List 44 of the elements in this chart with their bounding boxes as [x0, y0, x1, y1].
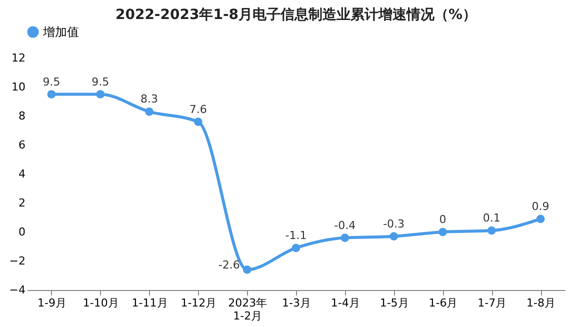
legend-label: 增加值	[42, 25, 79, 39]
y-tick-label: −2	[9, 254, 26, 268]
data-label: 9.5	[42, 75, 60, 88]
y-tick-label: 4	[18, 168, 26, 180]
point	[390, 232, 398, 241]
x-tick-label: 1-12月	[180, 296, 217, 310]
data-label: -0.3	[383, 217, 405, 230]
point	[47, 90, 56, 98]
y-tick-label: 6	[18, 138, 26, 152]
point	[340, 234, 350, 242]
data-label: -2.6	[218, 258, 240, 272]
x-tick-label: 1-6月	[428, 296, 458, 310]
point	[292, 244, 300, 252]
x-tick-label: 1-10月	[82, 296, 119, 310]
point	[96, 90, 105, 98]
x-tick-label: 1-9月	[37, 296, 66, 310]
data-label: 8.3	[140, 92, 158, 106]
point	[487, 226, 496, 235]
data-label: 9.5	[92, 75, 110, 88]
x-tick-label: 1-11月	[132, 296, 168, 310]
data-label: 0.1	[482, 212, 500, 225]
y-tick-label: 2	[18, 196, 26, 210]
point	[242, 266, 252, 274]
x-tick-label: 1-5月	[380, 296, 409, 310]
x-tick-label: 1-7月	[478, 296, 507, 310]
y-tick-label: 10	[12, 80, 26, 94]
data-label: 0	[439, 213, 446, 226]
chart-title: 2022-2023年1-8月电子信息制造业累计增速情况（%）	[115, 7, 477, 23]
y-tick-label: 8	[18, 110, 26, 122]
point	[145, 107, 154, 116]
y-tick-label: −4	[9, 284, 26, 296]
x-tick-label: 1-4月	[330, 296, 360, 310]
x-tick-label: 1-8月	[526, 296, 556, 310]
point	[536, 214, 545, 224]
data-label: -1.1	[285, 228, 307, 242]
x-tick-label: 1-3月	[282, 296, 311, 310]
y-tick-label: 0	[18, 226, 26, 238]
x-tick-label: 2023年 1-2月	[228, 296, 268, 322]
data-label: 7.6	[189, 102, 207, 116]
point	[194, 118, 202, 126]
data-label: 0.9	[532, 200, 550, 213]
data-label: -0.4	[334, 218, 356, 232]
y-tick-label: 12	[12, 52, 26, 64]
point	[438, 228, 447, 236]
